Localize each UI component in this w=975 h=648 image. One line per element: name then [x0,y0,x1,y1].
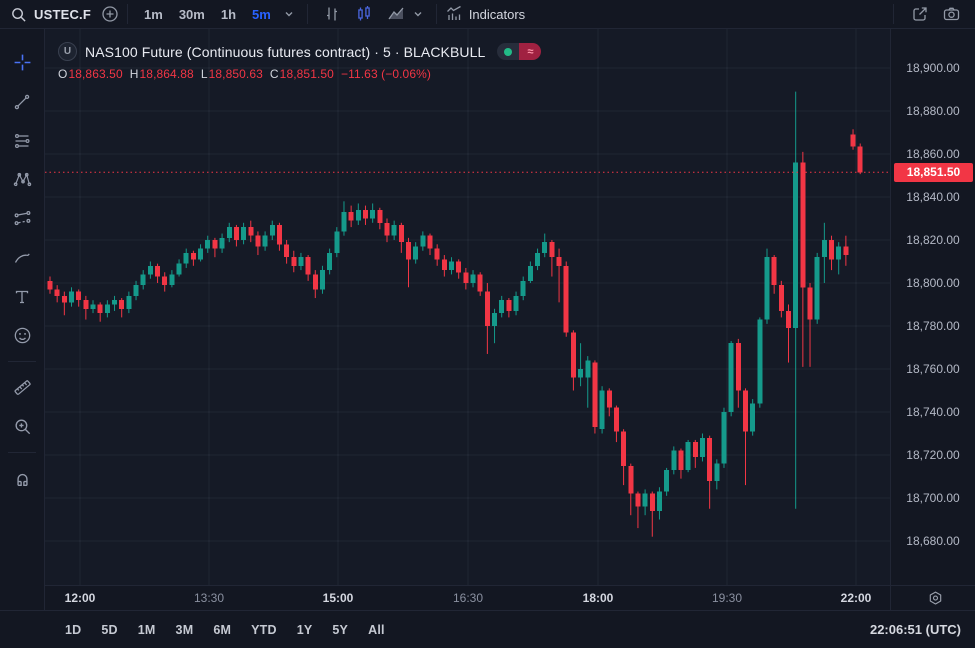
indicators-icon [445,5,463,23]
open-value: 18,863.50 [68,67,123,81]
symbol-logo[interactable]: U [58,42,77,61]
range-button-all[interactable]: All [361,620,392,640]
price-axis-label: 18,860.00 [906,147,960,161]
toolbar-divider [127,4,129,24]
current-price-label: 18,851.50 [894,162,973,182]
indicators-button[interactable]: Indicators [445,5,525,23]
price-axis-label: 18,780.00 [906,319,960,333]
price-axis-label: 18,900.00 [906,61,960,75]
top-toolbar: USTEC.F 1m 30m 1h 5m Indicators [0,0,975,29]
interval-button-1h[interactable]: 1h [213,5,244,24]
interval-button-30m[interactable]: 30m [171,5,213,24]
market-status-pills[interactable]: ≈ [497,43,542,60]
symbol-header: U NAS100 Future (Continuous futures cont… [58,42,542,81]
chevron-down-icon[interactable] [412,8,424,20]
time-axis[interactable]: 12:00 13:30 15:00 16:30 18:00 19:30 22:00 [45,585,890,610]
crosshair-tool-icon[interactable] [4,43,40,82]
price-axis-label: 18,680.00 [906,534,960,548]
range-button-ytd[interactable]: YTD [244,620,284,640]
time-axis-label: 12:00 [64,591,96,605]
range-button-5y[interactable]: 5Y [325,620,355,640]
range-button-5d[interactable]: 5D [94,620,124,640]
chevron-down-icon[interactable] [283,8,295,20]
ohlc-legend: O18,863.50 H18,864.88 L18,850.63 C18,851… [58,67,431,81]
low-value: 18,850.63 [208,67,263,81]
range-button-6m[interactable]: 6M [206,620,238,640]
high-value: 18,864.88 [139,67,194,81]
price-axis-label: 18,720.00 [906,448,960,462]
tool-divider [8,361,36,362]
chart-settings-gear-icon[interactable] [927,590,944,607]
time-axis-label: 16:30 [452,591,484,605]
tool-divider [8,452,36,453]
price-axis-label: 18,820.00 [906,233,960,247]
zoom-in-tool-icon[interactable] [4,407,40,446]
time-axis-corner [890,585,975,610]
time-axis-label: 15:00 [322,591,354,605]
range-button-3m[interactable]: 3M [169,620,201,640]
price-axis-label: 18,880.00 [906,104,960,118]
chart-title[interactable]: NAS100 Future (Continuous futures contra… [85,43,486,60]
price-axis-label: 18,840.00 [906,190,960,204]
close-value: 18,851.50 [279,67,334,81]
brush-tool-icon[interactable] [4,238,40,277]
search-icon[interactable] [10,6,27,23]
clock-utc[interactable]: 22:06:51 (UTC) [869,622,961,637]
time-axis-label: 22:00 [840,591,872,605]
delayed-data-icon: ≈ [519,43,542,60]
emoji-tool-icon[interactable] [4,316,40,355]
drawing-toolbar [0,29,45,610]
change-value: −11.63 (−0.06%) [340,67,431,81]
time-axis-label: 13:30 [193,591,225,605]
toolbar-divider [306,4,308,24]
range-button-1d[interactable]: 1D [58,620,88,640]
area-chart-style-icon[interactable] [387,5,405,23]
symbol-search-button[interactable]: USTEC.F [34,6,92,22]
price-axis-label: 18,800.00 [906,276,960,290]
ohlc-bars-icon[interactable] [323,5,341,23]
bottom-bar: 1D 5D 1M 3M 6M YTD 1Y 5Y All 22:06:51 (UTC) [0,610,975,648]
text-tool-icon[interactable] [4,277,40,316]
range-button-1m[interactable]: 1M [131,620,163,640]
trend-line-tool-icon[interactable] [4,82,40,121]
interval-button-1m[interactable]: 1m [136,5,171,24]
fib-retracement-tool-icon[interactable] [4,121,40,160]
time-axis-label: 19:30 [711,591,743,605]
candles-style-icon[interactable] [355,5,373,23]
toolbar-divider [435,4,437,24]
price-axis-label: 18,760.00 [906,362,960,376]
compare-add-icon[interactable] [101,5,119,23]
time-axis-label: 18:00 [582,591,614,605]
chart-pane[interactable]: U NAS100 Future (Continuous futures cont… [45,29,890,585]
date-range-group: 1D 5D 1M 3M 6M YTD 1Y 5Y All [58,620,392,640]
candlestick-chart[interactable] [45,29,890,585]
forecast-tool-icon[interactable] [4,199,40,238]
xabcd-pattern-tool-icon[interactable] [4,160,40,199]
snapshot-camera-icon[interactable] [942,5,961,23]
magnet-tool-icon[interactable] [4,459,40,498]
share-icon[interactable] [911,5,929,23]
indicators-label: Indicators [468,6,526,22]
measure-ruler-icon[interactable] [4,368,40,407]
toolbar-divider [893,4,894,24]
price-axis-label: 18,700.00 [906,491,960,505]
interval-group: 1m 30m 1h 5m [136,5,279,24]
range-button-1y[interactable]: 1Y [290,620,320,640]
price-axis-label: 18,740.00 [906,405,960,419]
market-open-dot-icon [497,43,520,60]
price-axis[interactable]: 18,851.50 18,900.00 18,880.00 18,860.00 18,… [890,29,975,585]
interval-button-5m[interactable]: 5m [244,5,279,24]
